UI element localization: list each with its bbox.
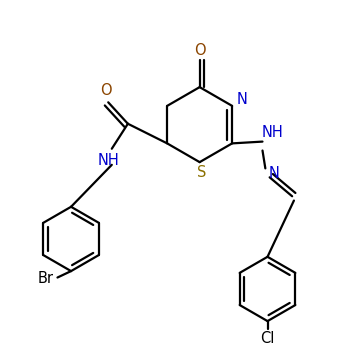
Text: Br: Br (37, 271, 53, 287)
Text: NH: NH (98, 153, 120, 168)
Text: N: N (237, 92, 248, 107)
Text: NH: NH (262, 125, 283, 140)
Text: Cl: Cl (260, 332, 275, 346)
Text: O: O (101, 84, 112, 98)
Text: N: N (269, 166, 280, 181)
Text: O: O (194, 43, 206, 58)
Text: S: S (197, 165, 206, 180)
